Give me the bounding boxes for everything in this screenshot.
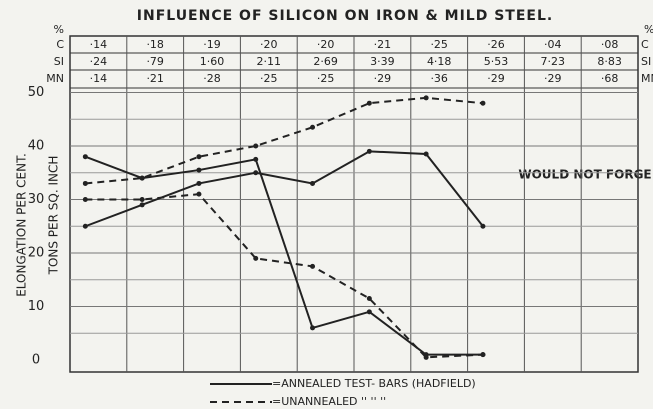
data-point [423, 354, 429, 360]
data-point [253, 156, 259, 162]
table-cell: ·25 [260, 72, 278, 85]
table-cell: ·29 [374, 72, 392, 85]
table-cell: 7·23 [541, 55, 566, 68]
data-point [82, 223, 88, 229]
data-point [366, 309, 372, 315]
y-tick-label: 0 [32, 353, 40, 368]
series-line [85, 193, 483, 359]
y2-axis-label: TONS PER SQ. INCH [47, 156, 61, 276]
data-point [310, 180, 316, 186]
y-tick-label: 50 [28, 85, 45, 100]
data-point [310, 124, 316, 130]
data-point [366, 148, 372, 154]
row-label: MN [641, 72, 653, 85]
y-axis-label: ELONGATION PER CENT. [15, 153, 29, 297]
table-cell: 2·69 [313, 55, 338, 68]
data-point [480, 100, 486, 106]
data-point [139, 197, 145, 202]
data-point [196, 180, 202, 186]
y-tick-label: 10 [28, 299, 45, 314]
table-cell: ·79 [146, 55, 164, 68]
data-point [82, 197, 88, 202]
row-label: SI [54, 55, 64, 68]
data-point [423, 95, 429, 101]
table-cell: ·04 [544, 38, 562, 51]
data-point [310, 325, 316, 331]
data-point [366, 295, 372, 301]
data-point [196, 191, 202, 197]
table-cell: 4·18 [427, 55, 452, 68]
table-cell: ·29 [487, 72, 505, 85]
data-point [366, 100, 372, 106]
table-cell: ·19 [203, 38, 221, 51]
table-cell: ·20 [260, 38, 278, 51]
data-point [253, 255, 259, 261]
table-cell: 5·53 [484, 55, 509, 68]
y-tick-label: 20 [28, 246, 45, 261]
legend-label: =ANNEALED TEST- BARS (HADFIELD) [272, 377, 476, 390]
series-line [85, 96, 484, 185]
table-cell: ·36 [430, 72, 448, 85]
row-label: SI [641, 55, 651, 68]
table-cell: ·26 [487, 38, 505, 51]
data-point [480, 352, 486, 358]
data-point [139, 175, 145, 181]
data-point [480, 223, 486, 229]
series-line [84, 150, 484, 228]
table-cell: ·14 [90, 72, 108, 85]
data-point [196, 154, 202, 160]
unit-label: % [54, 23, 64, 36]
table-cell: 8·83 [597, 55, 622, 68]
table-cell: ·28 [203, 72, 221, 85]
data-point [423, 151, 429, 157]
table-cell: ·21 [146, 72, 164, 85]
table-cell: ·29 [544, 72, 562, 85]
series-line [84, 155, 483, 356]
table-cell: ·25 [430, 38, 448, 51]
chart-title: INFLUENCE OF SILICON ON IRON & MILD STEE… [137, 8, 553, 24]
data-point [310, 263, 316, 269]
row-label: C [641, 38, 649, 51]
table-cell: ·25 [317, 72, 335, 85]
table-cell: 3·39 [370, 55, 395, 68]
data-point [139, 202, 145, 208]
legend-label: =UNANNEALED '' '' '' [272, 395, 386, 408]
table-cell: ·24 [90, 55, 108, 68]
table-cell: ·08 [601, 38, 619, 51]
table-cell: ·14 [90, 38, 108, 51]
data-point [196, 167, 202, 173]
table-cell: 1·60 [200, 55, 225, 68]
y-tick-label: 40 [28, 139, 45, 154]
y-tick-label: 30 [28, 192, 45, 207]
annotation: WOULD NOT FORGE [518, 168, 651, 182]
table-cell: ·68 [601, 72, 619, 85]
table-cell: ·21 [374, 38, 392, 51]
row-label: MN [46, 72, 64, 85]
table-cell: ·20 [317, 38, 335, 51]
table-cell: ·18 [146, 38, 164, 51]
table-cell: 2·11 [257, 55, 282, 68]
data-point [253, 143, 259, 149]
data-point [253, 170, 259, 176]
row-label: C [56, 38, 64, 51]
unit-label: % [644, 23, 653, 36]
data-point [82, 180, 88, 186]
data-point [82, 154, 88, 160]
